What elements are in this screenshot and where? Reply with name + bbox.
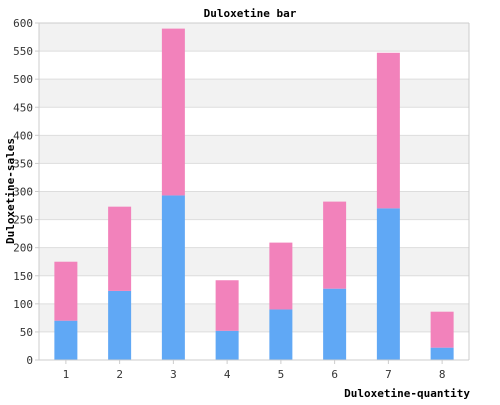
bar-segment bbox=[215, 330, 239, 360]
x-tick-label: 4 bbox=[224, 368, 231, 381]
y-tick-label: 50 bbox=[20, 326, 33, 339]
bar-segment bbox=[430, 347, 454, 360]
bar-segment bbox=[108, 206, 132, 291]
y-tick-label: 550 bbox=[13, 45, 33, 58]
y-tick-label: 300 bbox=[13, 186, 33, 199]
y-tick-label: 200 bbox=[13, 242, 33, 255]
bar-segment bbox=[161, 28, 185, 196]
bar-segment bbox=[215, 280, 239, 331]
y-axis-title: Duloxetine-sales bbox=[4, 138, 17, 244]
y-tick-label: 450 bbox=[13, 101, 33, 114]
bar-segment bbox=[323, 288, 347, 360]
x-tick-label: 7 bbox=[385, 368, 392, 381]
plot-band bbox=[39, 79, 469, 108]
x-tick-label: 6 bbox=[331, 368, 338, 381]
plot-band bbox=[39, 163, 469, 192]
bar-segment bbox=[108, 290, 132, 360]
y-tick-label: 600 bbox=[13, 17, 33, 30]
y-tick-label: 0 bbox=[26, 354, 33, 367]
bar-segment bbox=[376, 52, 400, 209]
y-tick-labels: 0 50 100 150 200 250 300 350 400 450 500 550 600 bbox=[13, 17, 39, 367]
y-tick-label: 350 bbox=[13, 157, 33, 170]
x-axis-title: Duloxetine-quantity bbox=[344, 387, 470, 400]
bar-segment bbox=[54, 320, 78, 360]
bar-segment bbox=[161, 195, 185, 360]
bars bbox=[54, 28, 454, 360]
chart-title: Duloxetine bar bbox=[204, 7, 297, 20]
bar-segment bbox=[269, 242, 293, 310]
x-tick-label: 5 bbox=[278, 368, 285, 381]
plot-band bbox=[39, 51, 469, 80]
y-tick-label: 500 bbox=[13, 73, 33, 86]
x-tick-label: 8 bbox=[439, 368, 446, 381]
y-tick-label: 150 bbox=[13, 270, 33, 283]
bar-segment bbox=[269, 309, 293, 360]
plot-band bbox=[39, 23, 469, 52]
x-tick-label: 2 bbox=[116, 368, 123, 381]
plot-band bbox=[39, 247, 469, 276]
plot-band bbox=[39, 303, 469, 332]
plot-band bbox=[39, 331, 469, 360]
bar-segment bbox=[376, 208, 400, 360]
plot-band bbox=[39, 107, 469, 136]
plot-band bbox=[39, 275, 469, 304]
y-tick-label: 250 bbox=[13, 214, 33, 227]
x-tick-labels: 1 2 3 4 5 6 7 8 bbox=[63, 360, 446, 381]
x-tick-label: 1 bbox=[63, 368, 70, 381]
plot-band bbox=[39, 219, 469, 248]
y-tick-label: 100 bbox=[13, 298, 33, 311]
plot-band bbox=[39, 191, 469, 220]
bar-segment bbox=[54, 261, 78, 321]
x-tick-label: 3 bbox=[170, 368, 177, 381]
y-tick-label: 400 bbox=[13, 129, 33, 142]
bar-segment bbox=[323, 201, 347, 289]
plot-band bbox=[39, 135, 469, 164]
bar-segment bbox=[430, 311, 454, 348]
